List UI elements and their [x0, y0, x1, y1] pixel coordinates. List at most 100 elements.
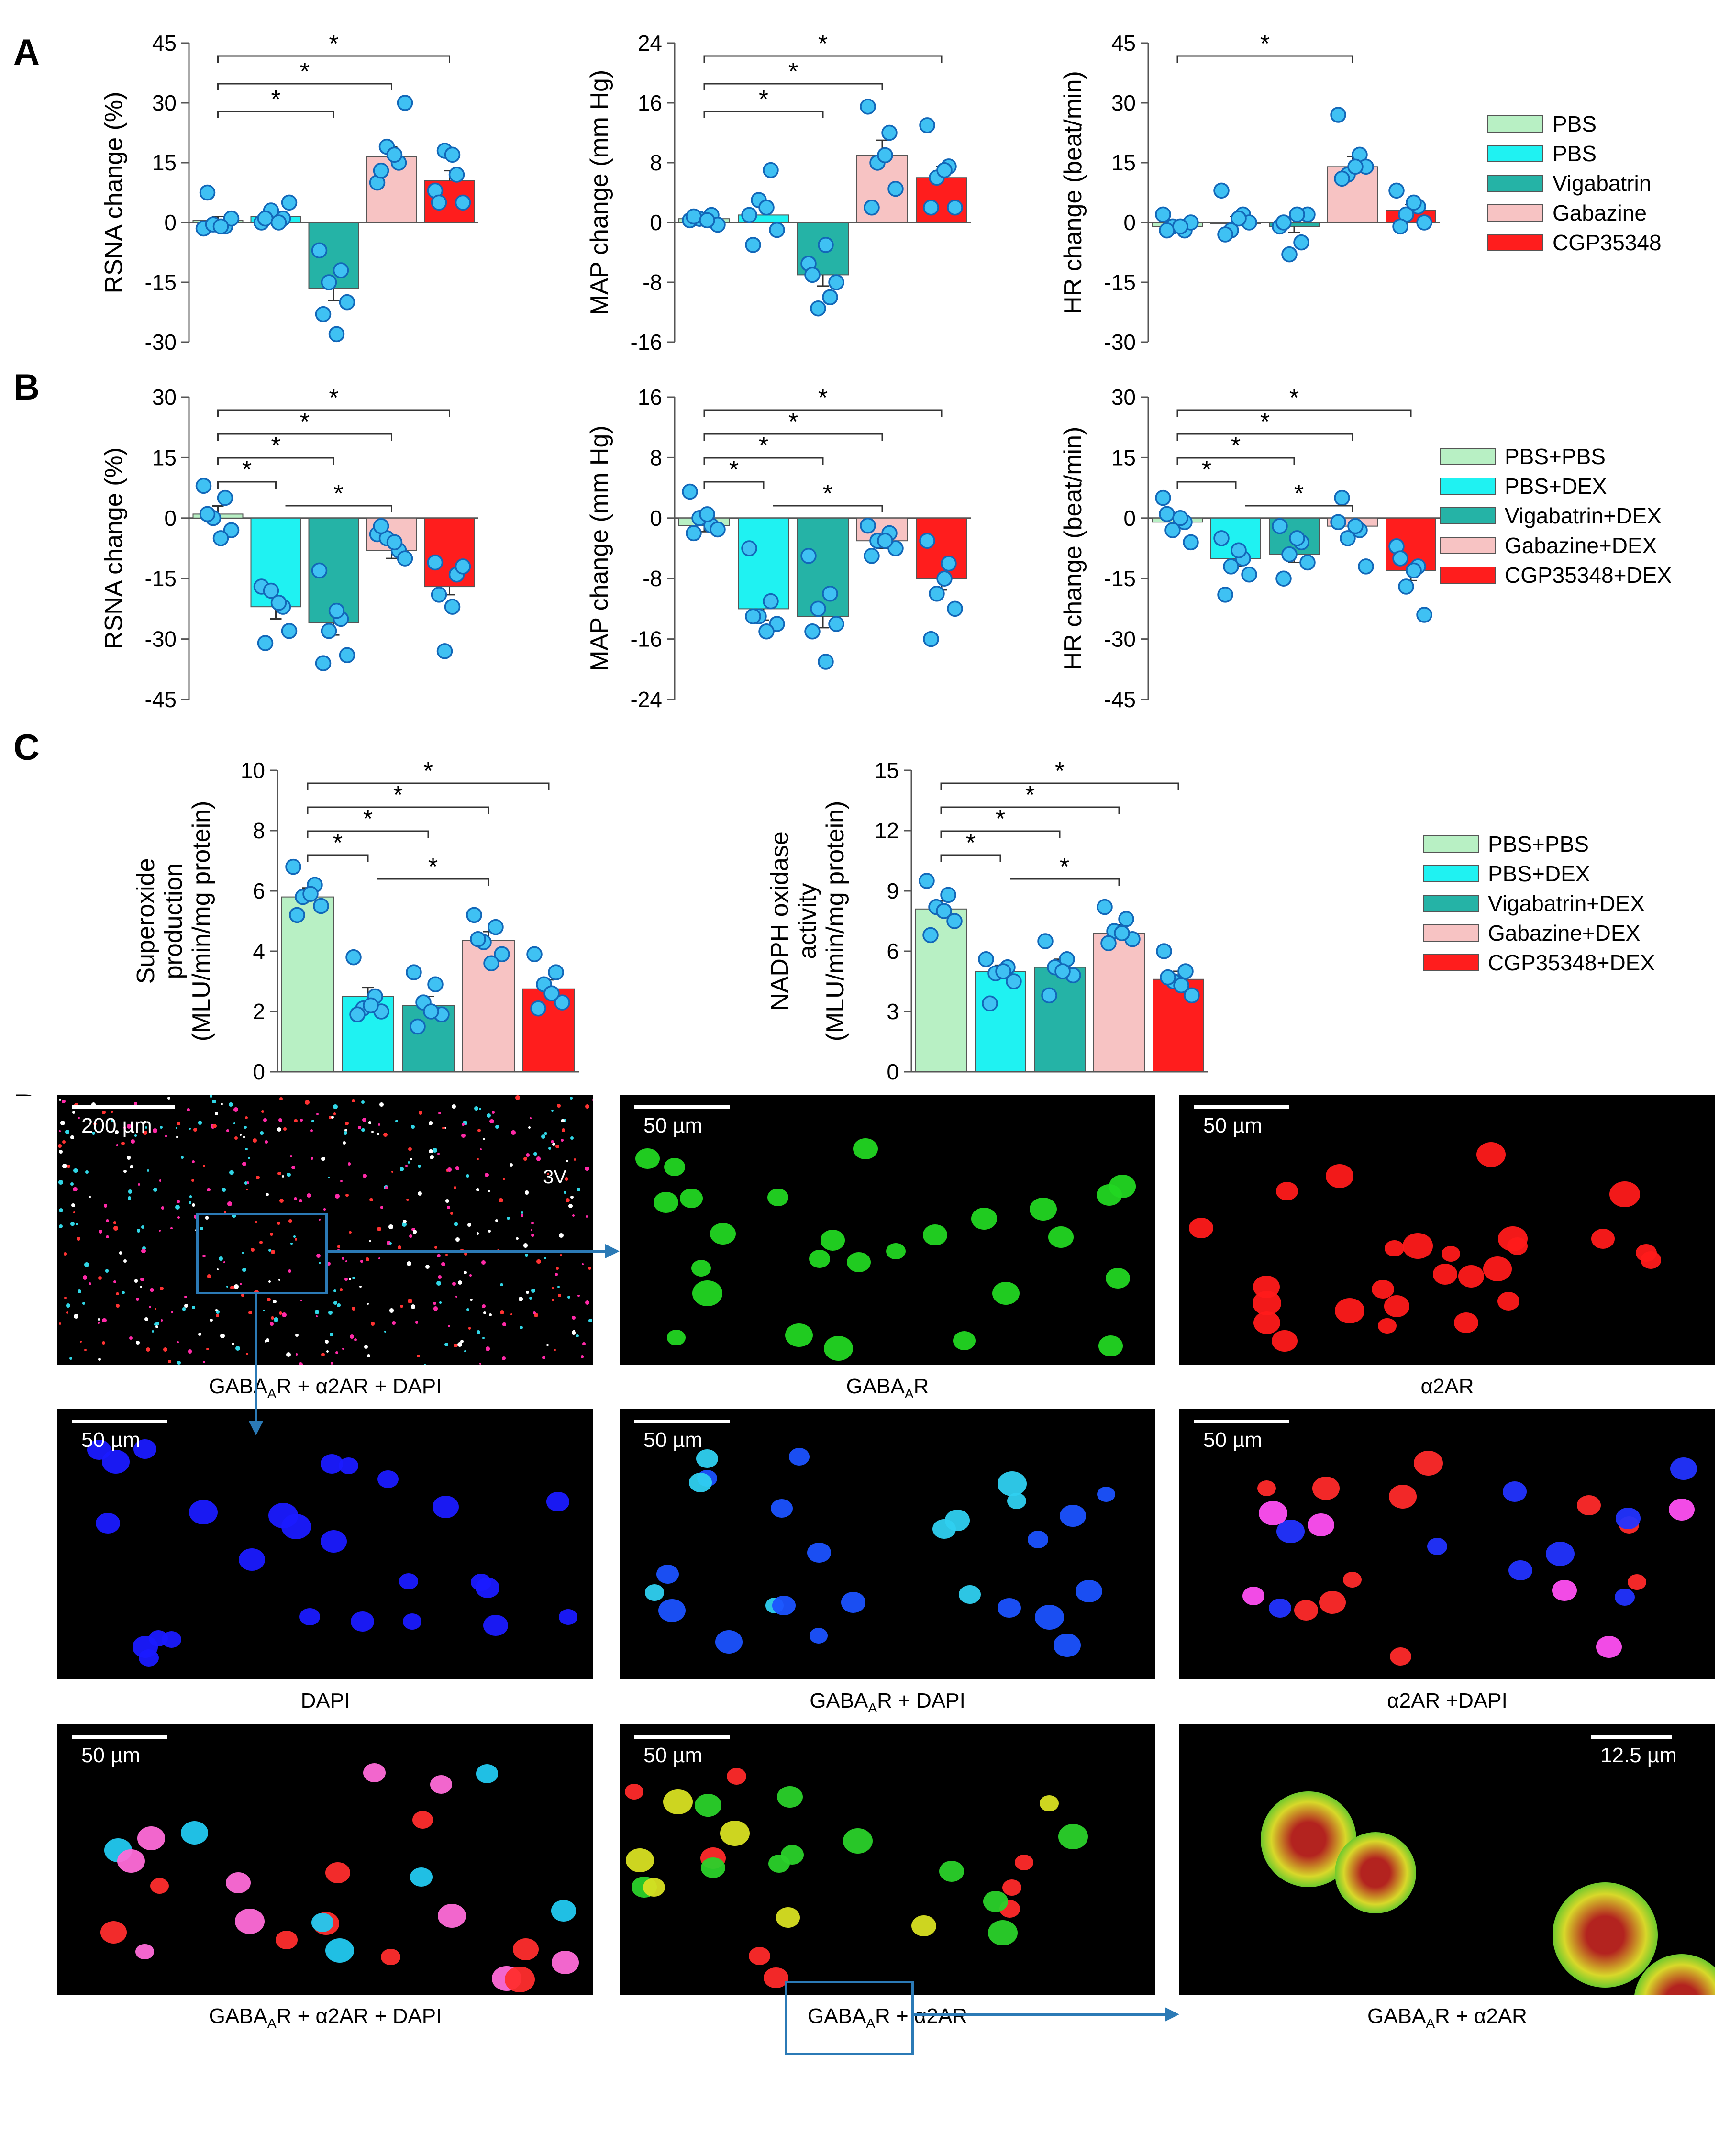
cell [1257, 1480, 1276, 1496]
data-point [922, 927, 939, 944]
speck [529, 1296, 532, 1300]
data-point [1213, 530, 1230, 546]
y-axis-label: (MLU/min/mg protein) [188, 801, 215, 1042]
scale-bar-label: 50 µm [643, 1744, 703, 1767]
data-point [1272, 518, 1288, 534]
speck [155, 1322, 159, 1325]
sig-star: * [333, 480, 343, 508]
data-point [1213, 182, 1230, 199]
speck [171, 1311, 174, 1313]
legend-swatch [1423, 865, 1479, 882]
speck [244, 1181, 247, 1185]
data-point [1164, 522, 1181, 538]
sig-bracket [307, 806, 489, 814]
speck [77, 1117, 80, 1120]
speck [484, 1249, 487, 1252]
sig-bracket [703, 83, 883, 90]
speck [74, 1313, 79, 1319]
speck [264, 1339, 267, 1343]
speck [481, 1260, 486, 1265]
speck [159, 1179, 162, 1182]
speck [462, 1123, 465, 1126]
data-point [758, 623, 775, 640]
speck [290, 1155, 293, 1158]
cell [626, 1848, 654, 1872]
cell [1372, 1279, 1394, 1299]
data-point [810, 600, 826, 617]
y-tick-label: 30 [1111, 385, 1136, 410]
speck [573, 1329, 576, 1332]
speck [70, 1135, 74, 1139]
speck [248, 1157, 250, 1159]
speck [577, 1187, 581, 1191]
speck [176, 1136, 178, 1138]
data-point [436, 643, 453, 659]
speck [324, 1340, 329, 1344]
speck [571, 1331, 576, 1335]
cell [696, 1449, 719, 1468]
speck [311, 1120, 314, 1122]
sig-bracket [217, 433, 392, 441]
legend-label: Vigabatrin [1553, 171, 1651, 196]
cell [325, 1862, 351, 1884]
y-axis-label: HR change (beat/min) [1059, 427, 1087, 670]
data-point [455, 194, 471, 211]
speck [151, 1330, 154, 1333]
speck [314, 1310, 320, 1314]
cell [776, 1907, 800, 1928]
cell [381, 1948, 400, 1965]
micrograph-1: 50 µm [620, 1095, 1155, 1365]
legend-swatch [1487, 145, 1543, 162]
speck [214, 1112, 218, 1116]
speck [101, 1318, 107, 1323]
speck [466, 1308, 470, 1311]
speck [126, 1156, 131, 1160]
data-point [1289, 530, 1305, 546]
sig-bracket [703, 481, 765, 489]
speck [488, 1230, 491, 1233]
speck [248, 1311, 252, 1314]
data-point [1275, 570, 1292, 587]
cell [363, 1763, 386, 1782]
data-point [1155, 489, 1171, 506]
cell [1334, 1298, 1365, 1324]
speck [454, 1343, 458, 1348]
speck [464, 1350, 466, 1352]
data-point [427, 554, 444, 571]
caption-rest: R + DAPI [877, 1689, 965, 1712]
cell [680, 1189, 703, 1209]
speck [488, 1313, 492, 1317]
cell [983, 1890, 1008, 1912]
panel-label-a: A [13, 32, 40, 73]
y-tick-label: 2 [253, 999, 265, 1024]
data-point [526, 946, 543, 963]
data-point [386, 146, 403, 163]
cell [377, 1470, 399, 1488]
data-point [1054, 963, 1071, 979]
speck [279, 1311, 283, 1315]
speck [452, 1281, 456, 1286]
data-point [828, 616, 844, 632]
speck [272, 1300, 277, 1304]
data-point [1223, 558, 1239, 575]
legend-swatch [1487, 175, 1543, 192]
sig-star: * [271, 86, 280, 113]
speck [547, 1173, 550, 1175]
speck [72, 1111, 75, 1114]
data-point [1159, 506, 1175, 522]
speck [300, 1299, 303, 1302]
y-tick-label: 8 [253, 818, 265, 843]
speck [559, 1233, 564, 1238]
sig-star: * [788, 58, 798, 86]
micrograph-caption: GABAAR + α2AR [620, 2004, 1155, 2031]
micrograph-caption: DAPI [57, 1689, 593, 1713]
data-point [373, 162, 389, 179]
cell [656, 1564, 679, 1584]
speck [177, 1122, 181, 1126]
data-point [864, 200, 880, 216]
cell [997, 1471, 1027, 1496]
speck [412, 1230, 417, 1234]
data-point [1340, 530, 1356, 546]
speck [480, 1148, 482, 1150]
